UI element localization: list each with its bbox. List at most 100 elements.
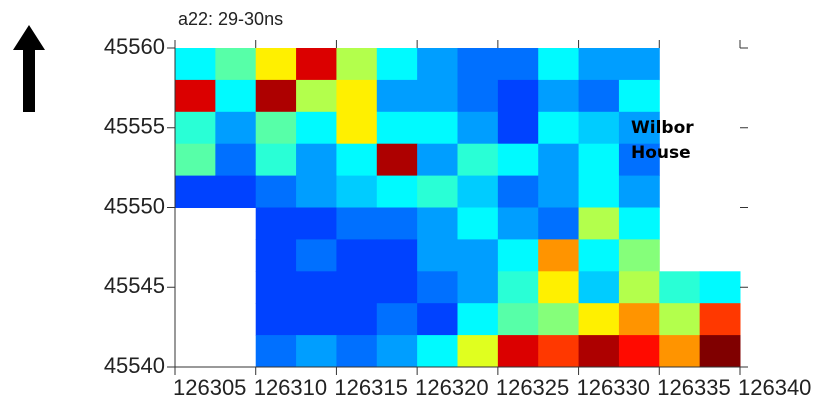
heat-cell <box>538 335 580 368</box>
heat-cell <box>578 335 620 368</box>
heat-cell <box>255 143 297 177</box>
heat-cell <box>296 111 337 145</box>
heat-cell <box>578 175 620 208</box>
heat-cell <box>578 239 620 272</box>
heat-cell <box>376 79 418 113</box>
heat-cell <box>336 335 378 368</box>
heat-cell <box>497 79 539 113</box>
heat-cell <box>497 207 539 240</box>
heat-cell <box>497 48 539 81</box>
heat-cell <box>376 271 418 304</box>
heat-cell <box>618 239 660 272</box>
heat-cell <box>336 143 378 177</box>
annotation: House <box>631 143 691 163</box>
heat-cell <box>296 239 337 272</box>
heat-cell <box>538 239 580 272</box>
x-tick-label: 126340 <box>738 375 811 400</box>
heat-cell <box>417 175 458 208</box>
heat-cell <box>336 48 378 81</box>
heat-cell <box>618 271 660 304</box>
heat-cell <box>255 303 297 336</box>
heat-cell <box>578 48 620 81</box>
heat-cell <box>417 48 458 81</box>
heat-cell <box>457 175 499 208</box>
heat-cell <box>538 207 580 240</box>
heat-cell <box>175 79 216 113</box>
heat-cell <box>336 79 378 113</box>
heat-cell <box>376 48 418 81</box>
heat-cell <box>417 79 458 113</box>
heat-cell <box>699 335 741 368</box>
heat-cell <box>376 175 418 208</box>
heat-cell <box>296 335 337 368</box>
axes: 45540 45545 45550 45555 45560 126305 126310 126… <box>104 34 812 400</box>
heat-cell <box>417 111 458 145</box>
heat-cell <box>538 48 580 81</box>
heat-cell <box>659 303 701 336</box>
heat-cell <box>215 48 257 81</box>
heat-cell <box>296 48 337 81</box>
heat-cell <box>296 175 337 208</box>
heat-cell <box>618 303 660 336</box>
y-tick-label: 45545 <box>104 273 165 298</box>
heat-cell <box>255 48 297 81</box>
heat-cell <box>497 271 539 304</box>
heat-cell <box>538 303 580 336</box>
heat-cell <box>417 143 458 177</box>
heat-cell <box>336 271 378 304</box>
heat-cell <box>618 79 660 113</box>
heat-cell <box>578 271 620 304</box>
heat-cell <box>255 79 297 113</box>
heat-cell <box>699 303 741 336</box>
x-tick-label: 126320 <box>415 375 488 400</box>
heat-cell <box>296 303 337 336</box>
heat-cell <box>457 143 499 177</box>
heat-cell <box>497 303 539 336</box>
x-tick-label: 126330 <box>577 375 650 400</box>
heat-cell <box>215 79 257 113</box>
heat-cell <box>618 48 660 81</box>
heat-cell <box>296 271 337 304</box>
heat-cell <box>457 111 499 145</box>
heat-cell <box>538 175 580 208</box>
heat-cell <box>376 207 418 240</box>
y-tick-label: 45555 <box>104 114 165 139</box>
annotation: Wilbor <box>631 118 694 138</box>
heat-cell <box>336 303 378 336</box>
y-tick-label: 45550 <box>104 193 165 218</box>
heat-cell <box>376 143 418 177</box>
x-tick-label: 126335 <box>657 375 730 400</box>
heat-cell <box>296 143 337 177</box>
heat-cell <box>457 239 499 272</box>
heatmap <box>175 48 741 368</box>
heat-cell <box>175 175 216 208</box>
heat-cell <box>618 335 660 368</box>
heat-cell <box>497 175 539 208</box>
x-tick-label: 126325 <box>496 375 569 400</box>
heat-cell <box>659 335 701 368</box>
heat-cell <box>578 143 620 177</box>
heat-cell <box>215 111 257 145</box>
y-tick-label: 45560 <box>104 34 165 59</box>
heat-cell <box>417 303 458 336</box>
heat-cell <box>497 335 539 368</box>
heat-cell <box>175 48 216 81</box>
heat-cell <box>497 239 539 272</box>
heat-cell <box>215 143 257 177</box>
heat-cell <box>618 143 660 177</box>
heat-cell <box>255 175 297 208</box>
heat-cell <box>376 303 418 336</box>
heat-cell <box>215 175 257 208</box>
heat-cell <box>659 271 701 304</box>
heat-cell <box>255 271 297 304</box>
heat-cell <box>457 335 499 368</box>
heat-cell <box>538 143 580 177</box>
heat-cell <box>417 335 458 368</box>
heat-cell <box>538 111 580 145</box>
north-arrow <box>13 25 45 112</box>
heat-cell <box>255 239 297 272</box>
heat-cell <box>497 111 539 145</box>
heat-cell <box>457 303 499 336</box>
heat-cell <box>376 111 418 145</box>
